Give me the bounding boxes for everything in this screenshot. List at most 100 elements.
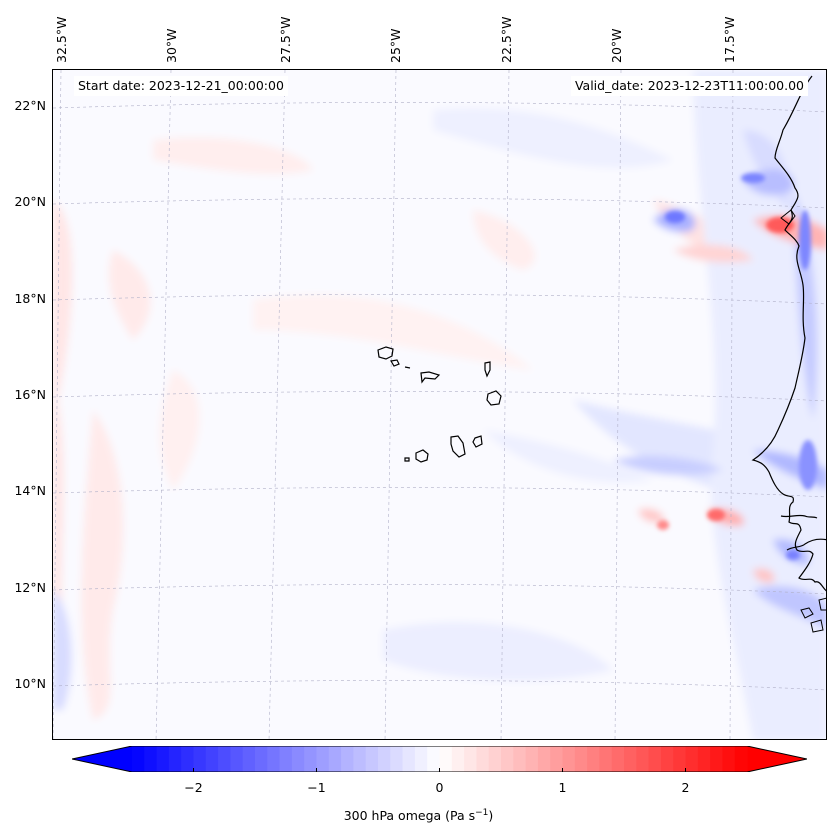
- colorbar-segment: [414, 746, 428, 772]
- colorbar-segment: [451, 746, 465, 772]
- colorbar-segment: [168, 746, 182, 772]
- colorbar-extend-min: [72, 746, 132, 772]
- strong-blue-cell-2: [741, 173, 765, 183]
- colorbar-extend-max: [747, 746, 807, 772]
- cape-verde-islands: [377, 346, 502, 463]
- coastline-banc-arguin: [780, 209, 796, 225]
- strong-red-cell-2: [707, 509, 725, 521]
- red-cell-5: [753, 568, 775, 583]
- pink-band-central: [253, 294, 533, 370]
- colorbar-segment: [611, 746, 625, 772]
- colorbar-label-text: 300 hPa omega (Pa s: [343, 808, 476, 824]
- pink-patch-nw: [109, 250, 151, 340]
- lat-label-14n: 14°N: [14, 483, 46, 498]
- pink-patch-north: [153, 137, 313, 175]
- colorbar-segment: [365, 746, 379, 772]
- colorbar-segment: [353, 746, 367, 772]
- colorbar-segment: [427, 746, 441, 772]
- lat-label-12n: 12°N: [14, 580, 46, 595]
- lon-label-25w: 25°W: [388, 28, 403, 63]
- colorbar-segment: [488, 746, 502, 772]
- colorbar-segment: [501, 746, 514, 772]
- colorbar-tick-label: −2: [184, 780, 203, 795]
- colorbar-segment: [636, 746, 650, 772]
- lat-label-22n: 22°N: [14, 98, 46, 113]
- colorbar-segment: [734, 746, 748, 772]
- colorbar-segment: [476, 746, 490, 772]
- island-santiago: [450, 435, 466, 458]
- colorbar-segment: [255, 746, 268, 772]
- meridian-30w: [155, 70, 172, 739]
- lat-label-10n: 10°N: [14, 676, 46, 691]
- lon-label-17-5w: 17.5°W: [722, 16, 737, 63]
- blue-cell-6: [753, 586, 826, 629]
- blue-patch-south: [383, 622, 613, 681]
- red-cell-2: [673, 244, 753, 263]
- strong-blue-cell-5: [786, 550, 800, 560]
- colorbar-label: 300 hPa omega (Pa s−1): [0, 808, 837, 823]
- meridian-22-5w: [500, 70, 510, 739]
- colorbar-segment: [304, 746, 318, 772]
- lon-label-30w: 30°W: [164, 28, 179, 63]
- colorbar-segment: [710, 746, 723, 772]
- island-sal: [484, 361, 491, 378]
- colorbar-segment: [513, 746, 527, 772]
- omega-strong-cells: [657, 173, 817, 560]
- colorbar-segment: [267, 746, 281, 772]
- omega-field-map: [53, 70, 826, 739]
- lat-label-16n: 16°N: [14, 387, 46, 402]
- colorbar-segment: [537, 746, 551, 772]
- colorbar-segment: [230, 746, 244, 772]
- colorbar-segment: [193, 746, 207, 772]
- blue-cell-3: [613, 455, 723, 476]
- colorbar-tick-label: 2: [681, 780, 690, 795]
- colorbar-segment: [341, 746, 354, 772]
- pink-band-west: [81, 410, 124, 720]
- omega-contours: [53, 70, 826, 739]
- graticule: [53, 70, 826, 739]
- meridian-32-5w: [53, 70, 62, 739]
- meridian-17-5w: [729, 70, 734, 739]
- colorbar-segment: [525, 746, 539, 772]
- colorbar-segment: [144, 746, 158, 772]
- lon-label-22-5w: 22.5°W: [499, 16, 514, 63]
- colorbar-segment: [722, 746, 736, 772]
- start-date-label: Start date: 2023-12-21_00:00:00: [74, 76, 288, 96]
- valid-date-label: Valid_date: 2023-12-23T11:00:00.00: [570, 76, 808, 96]
- colorbar-segment: [390, 746, 404, 772]
- pink-patch-central-north: [473, 210, 535, 270]
- blue-patch-sw-edge: [53, 590, 72, 710]
- strong-red-cell-1: [766, 217, 794, 233]
- colorbar-segment: [587, 746, 600, 772]
- meridian-27-5w: [268, 70, 286, 739]
- colorbar-segment: [378, 746, 391, 772]
- strong-blue-cell-4: [799, 440, 817, 490]
- lat-label-18n: 18°N: [14, 291, 46, 306]
- red-cell-4: [638, 508, 664, 523]
- coastline-gambia: [780, 514, 818, 519]
- island-sao-nicolau: [420, 371, 441, 384]
- colorbar-segment: [574, 746, 588, 772]
- colorbar-segment: [156, 746, 170, 772]
- colorbar-segment: [328, 746, 342, 772]
- colorbar-segment: [550, 746, 564, 772]
- colorbar-segment: [242, 746, 256, 772]
- colorbar-tick-label: 1: [558, 780, 567, 795]
- meridian-20w: [614, 70, 622, 739]
- strong-blue-cell-1: [665, 211, 685, 223]
- colorbar-tick-label: 0: [435, 780, 444, 795]
- lon-label-32-5w: 32.5°W: [54, 16, 69, 63]
- colorbar-segment: [291, 746, 305, 772]
- colorbar-label-exponent: −1: [475, 808, 489, 818]
- map-panel: [52, 69, 827, 740]
- colorbar-segment: [464, 746, 477, 772]
- blue-patch-central: [483, 430, 653, 483]
- colorbar-segment: [685, 746, 699, 772]
- island-maio: [472, 435, 483, 448]
- island-sao-vicente: [390, 359, 400, 367]
- meridian-25w: [384, 70, 397, 739]
- coastline-guinea-bissau: [786, 538, 826, 551]
- colorbar-tick-label: −1: [307, 780, 326, 795]
- colorbar-segment: [279, 746, 293, 772]
- island-santa-luzia: [404, 366, 411, 369]
